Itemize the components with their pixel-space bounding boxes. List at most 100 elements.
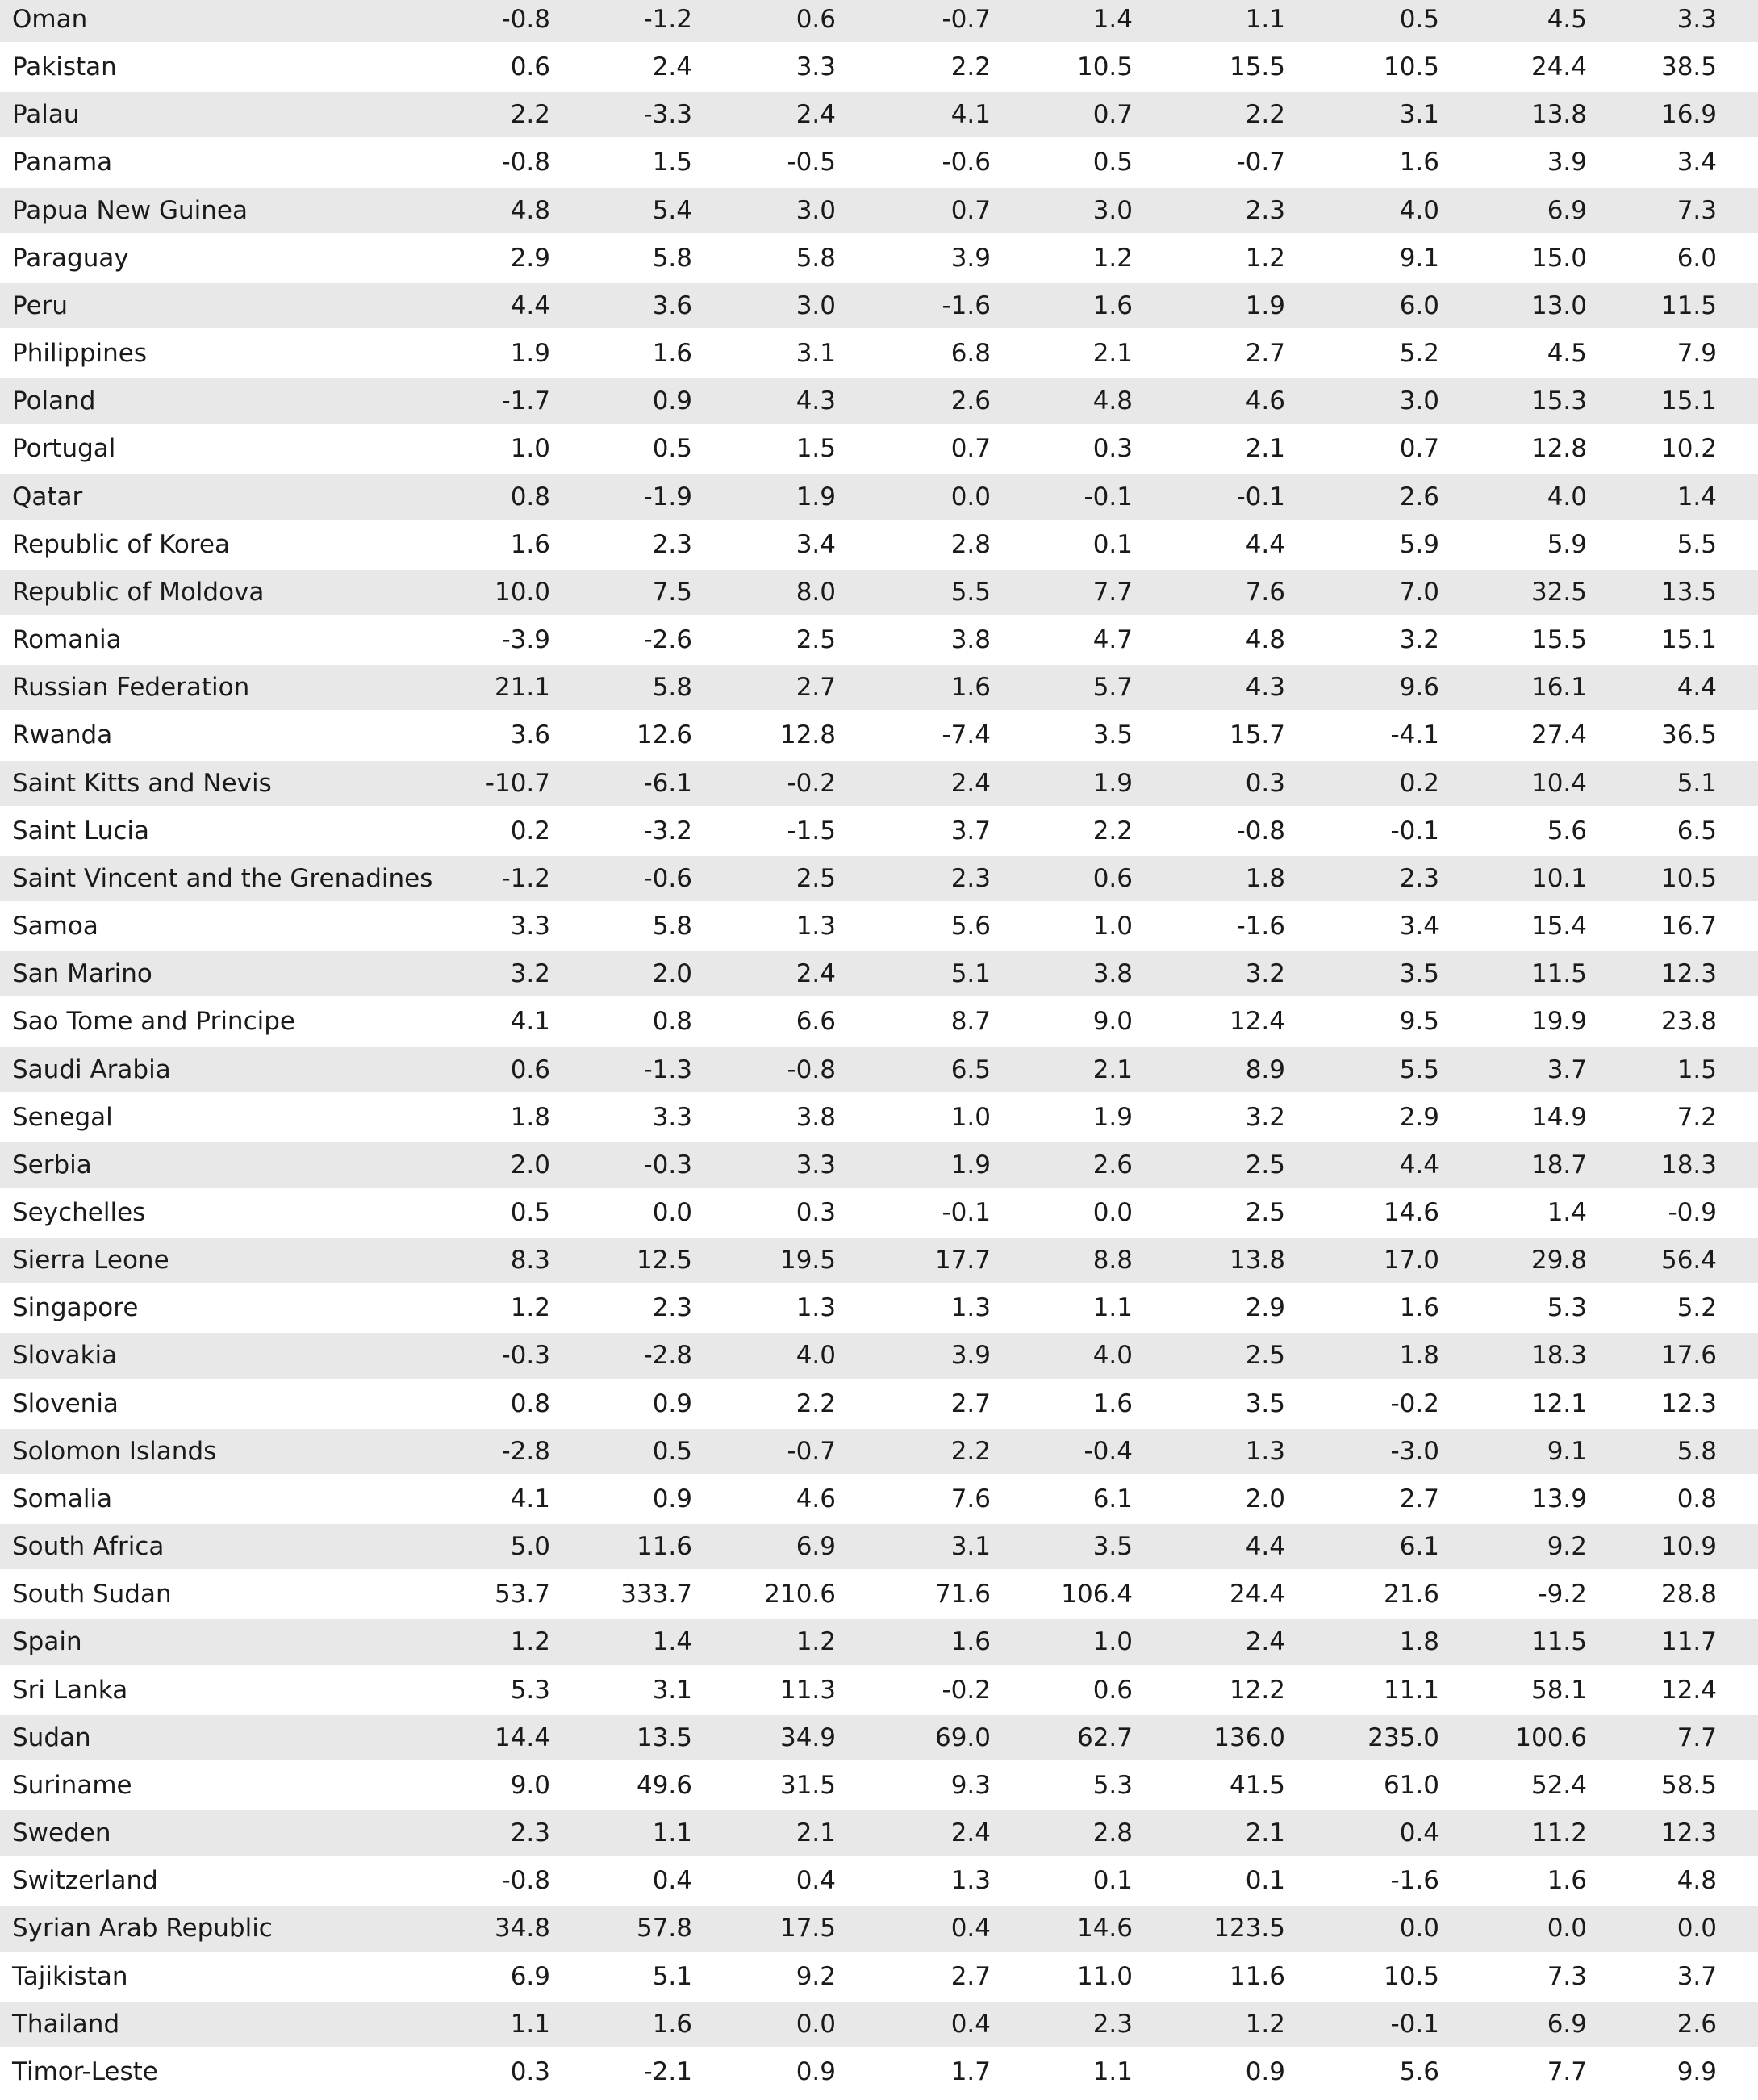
cell-value: -0.8: [1236, 816, 1286, 845]
cell-value: 0.3: [1092, 434, 1133, 464]
cell-value: 0.8: [652, 1007, 692, 1037]
cell-value: 1.9: [795, 482, 836, 511]
row-label: Sri Lanka: [12, 1675, 128, 1705]
cell-value: 1.9: [1245, 290, 1285, 320]
cell-value: 5.3: [1092, 1770, 1133, 1800]
cell-value: 38.5: [1660, 52, 1717, 82]
cell-value: 0.0: [950, 482, 991, 511]
cell-value: 0.6: [795, 5, 836, 34]
cell-value: 0.9: [1245, 2056, 1285, 2086]
row-label: Republic of Korea: [12, 529, 230, 559]
table-row: Saudi Arabia 0.6 -1.3 -0.8 6.5 2.1 8.9 5.5 3.7 1.…: [0, 1046, 1758, 1092]
cell-value: -2.8: [643, 1341, 693, 1371]
cell-value: 1.0: [510, 434, 550, 464]
cell-value: 3.9: [950, 1341, 991, 1371]
cell-value: -3.3: [643, 100, 693, 130]
table-row: Republic of Moldova 10.0 7.5 8.0 5.5 7.7 7.6 7.…: [0, 569, 1758, 616]
cell-value: -0.1: [1390, 2009, 1440, 2039]
cell-value: 11.6: [636, 1532, 692, 1562]
cell-value: 5.1: [652, 1961, 692, 1991]
cell-value: 1.1: [510, 2009, 550, 2039]
cell-value: 2.4: [950, 768, 991, 798]
row-label: Suriname: [12, 1770, 132, 1800]
table-row: Singapore 1.2 2.3 1.3 1.3 1.1 2.9 1.6 5.3 5.2: [0, 1285, 1758, 1330]
cell-value: 6.0: [1399, 290, 1439, 320]
cell-value: 3.8: [795, 1102, 836, 1132]
cell-value: 3.3: [652, 1102, 692, 1132]
cell-value: 18.3: [1660, 1150, 1717, 1179]
cell-value: 0.7: [950, 434, 991, 464]
cell-value: 3.5: [1092, 1532, 1133, 1562]
cell-value: 7.0: [1399, 577, 1439, 607]
cell-value: 2.2: [1245, 100, 1285, 130]
cell-value: 2.2: [1092, 816, 1133, 845]
cell-value: 2.7: [950, 1961, 991, 1991]
table-row: South Sudan 53.7 333.7 210.6 71.6 106.4 24.4 21…: [0, 1572, 1758, 1617]
cell-value: 11.7: [1660, 1627, 1717, 1657]
cell-value: 0.8: [510, 482, 550, 511]
cell-value: 1.1: [1245, 5, 1285, 34]
cell-value: 10.2: [1660, 434, 1717, 464]
cell-value: 5.5: [1677, 529, 1717, 559]
row-label: Romania: [12, 625, 122, 655]
cell-value: 3.8: [950, 625, 991, 655]
cell-value: 8.3: [510, 1246, 550, 1275]
cell-value: 15.5: [1229, 52, 1285, 82]
cell-value: 0.8: [510, 1388, 550, 1418]
cell-value: 4.8: [510, 195, 550, 225]
cell-value: 3.6: [652, 290, 692, 320]
cell-value: 3.3: [1677, 5, 1717, 34]
cell-value: 34.8: [494, 1914, 550, 1943]
cell-value: 3.0: [795, 195, 836, 225]
cell-value: 0.7: [1399, 434, 1439, 464]
cell-value: 2.5: [795, 863, 836, 893]
cell-value: 5.5: [1399, 1054, 1439, 1084]
cell-value: 3.5: [1245, 1388, 1285, 1418]
table-row: Spain 1.2 1.4 1.2 1.6 1.0 2.4 1.8 11.5 11.7: [0, 1619, 1758, 1665]
cell-value: 11.5: [1660, 290, 1717, 320]
cell-value: 7.6: [1245, 577, 1285, 607]
cell-value: 0.0: [1547, 1914, 1587, 1943]
cell-value: 6.1: [1092, 1484, 1133, 1513]
cell-value: 2.6: [1092, 1150, 1133, 1179]
cell-value: 0.0: [1092, 1197, 1133, 1227]
cell-value: 333.7: [620, 1580, 692, 1609]
cell-value: 4.5: [1547, 339, 1587, 369]
cell-value: 7.7: [1677, 1722, 1717, 1752]
cell-value: 3.9: [1547, 148, 1587, 177]
cell-value: 71.6: [934, 1580, 991, 1609]
cell-value: 1.9: [1092, 1102, 1133, 1132]
table-row: Thailand 1.1 1.6 0.0 0.4 2.3 1.2 -0.1 6.9 2.6: [0, 2001, 1758, 2047]
cell-value: -0.3: [501, 1341, 551, 1371]
cell-value: 0.1: [1092, 529, 1133, 559]
cell-value: 5.2: [1399, 339, 1439, 369]
cell-value: 2.3: [652, 1293, 692, 1323]
cell-value: 4.4: [1677, 673, 1717, 703]
cell-value: -0.8: [501, 148, 551, 177]
cell-value: 2.8: [950, 529, 991, 559]
cell-value: 10.5: [1660, 863, 1717, 893]
cell-value: 12.8: [779, 720, 836, 750]
cell-value: 5.6: [1547, 816, 1587, 845]
table-row: Panama -0.8 1.5 -0.5 -0.6 0.5 -0.7 1.6 3.9 3.4: [0, 140, 1758, 185]
cell-value: 58.1: [1530, 1675, 1587, 1705]
cell-value: 12.1: [1530, 1388, 1587, 1418]
cell-value: 6.0: [1677, 243, 1717, 273]
cell-value: 5.3: [1547, 1293, 1587, 1323]
cell-value: 7.5: [652, 577, 692, 607]
cell-value: 1.3: [950, 1866, 991, 1896]
table-row: Senegal 1.8 3.3 3.8 1.0 1.9 3.2 2.9 14.9 7.2: [0, 1095, 1758, 1140]
cell-value: 15.5: [1530, 625, 1587, 655]
cell-value: 0.6: [510, 52, 550, 82]
cell-value: 5.3: [510, 1675, 550, 1705]
cell-value: 2.2: [795, 1388, 836, 1418]
cell-value: 1.3: [795, 912, 836, 941]
cell-value: -6.1: [643, 768, 693, 798]
cell-value: 14.6: [1383, 1197, 1439, 1227]
cell-value: 4.4: [1245, 1532, 1285, 1562]
table-row: South Africa 5.0 11.6 6.9 3.1 3.5 4.4 6.1 9.2 10.…: [0, 1524, 1758, 1570]
table-row: Sudan 14.4 13.5 34.9 69.0 62.7 136.0 235.0 100.6…: [0, 1714, 1758, 1760]
table-row: Sierra Leone 8.3 12.5 19.5 17.7 8.8 13.8 17.0 29…: [0, 1238, 1758, 1284]
cell-value: 0.2: [510, 816, 550, 845]
cell-value: 4.4: [510, 290, 550, 320]
